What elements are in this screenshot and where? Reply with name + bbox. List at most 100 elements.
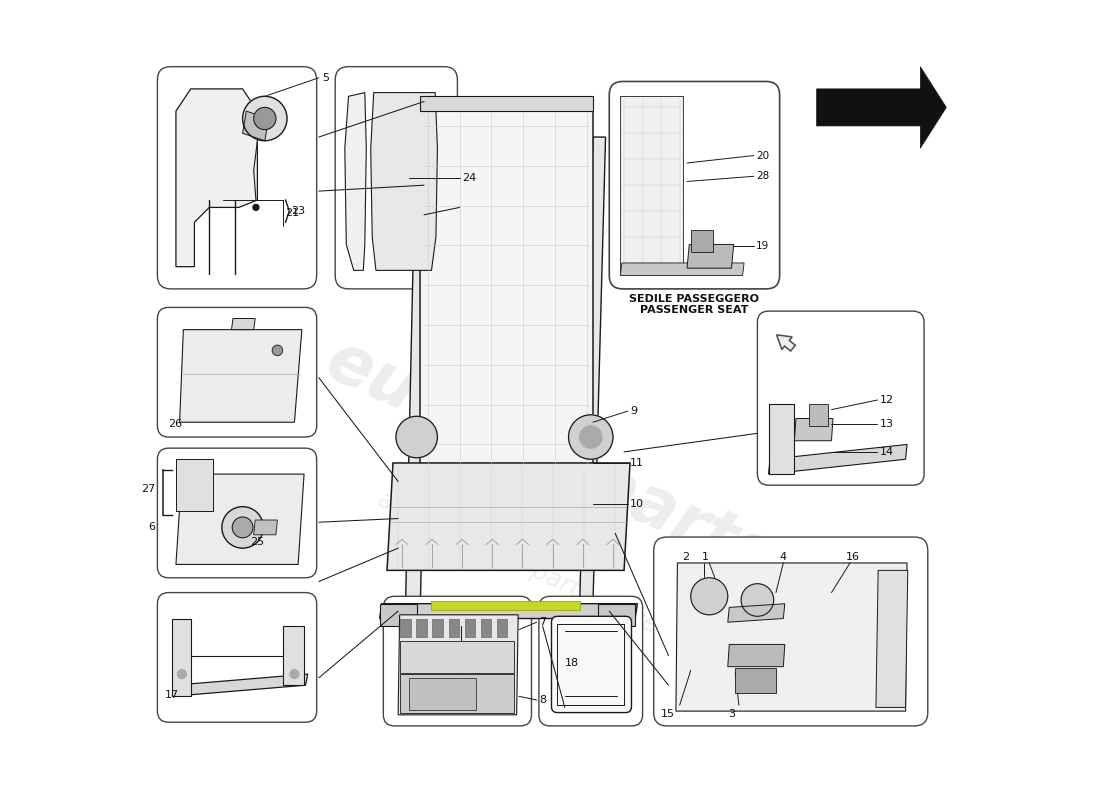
Polygon shape (769, 404, 794, 474)
Circle shape (222, 506, 263, 548)
Circle shape (272, 345, 283, 355)
Polygon shape (688, 245, 734, 268)
Text: 11: 11 (630, 458, 644, 468)
Text: 8: 8 (539, 695, 546, 705)
Text: 20: 20 (756, 150, 769, 161)
Text: 16: 16 (846, 552, 860, 562)
Polygon shape (243, 111, 268, 141)
Text: 28: 28 (756, 171, 769, 182)
Polygon shape (387, 463, 630, 570)
FancyBboxPatch shape (758, 311, 924, 485)
Polygon shape (406, 100, 431, 604)
Text: 18: 18 (565, 658, 580, 668)
Text: 21: 21 (286, 207, 299, 218)
Text: 23: 23 (290, 206, 305, 216)
Polygon shape (176, 474, 304, 565)
Text: 26: 26 (168, 418, 183, 429)
Text: 17: 17 (165, 690, 179, 700)
FancyBboxPatch shape (157, 307, 317, 437)
Polygon shape (620, 96, 683, 274)
Text: 12: 12 (880, 395, 894, 405)
Circle shape (290, 670, 299, 678)
Circle shape (396, 416, 438, 458)
Polygon shape (409, 678, 476, 710)
Polygon shape (769, 445, 908, 474)
Text: 5: 5 (322, 73, 329, 82)
FancyBboxPatch shape (157, 448, 317, 578)
Circle shape (177, 670, 186, 678)
Polygon shape (735, 668, 776, 693)
Text: 6: 6 (148, 522, 155, 533)
Text: 7: 7 (539, 618, 546, 627)
Polygon shape (497, 618, 507, 637)
Polygon shape (449, 618, 459, 637)
FancyBboxPatch shape (609, 82, 780, 289)
Polygon shape (173, 618, 190, 696)
Polygon shape (254, 520, 277, 535)
FancyBboxPatch shape (336, 66, 458, 289)
FancyBboxPatch shape (157, 66, 317, 289)
Polygon shape (417, 618, 427, 637)
Polygon shape (420, 96, 593, 111)
Polygon shape (231, 318, 255, 330)
Polygon shape (728, 604, 784, 622)
Polygon shape (284, 626, 304, 685)
Polygon shape (371, 93, 438, 270)
Circle shape (254, 107, 276, 130)
FancyBboxPatch shape (653, 537, 927, 726)
Polygon shape (598, 604, 635, 626)
Text: 9: 9 (630, 406, 637, 416)
FancyBboxPatch shape (551, 616, 631, 713)
Circle shape (580, 426, 602, 448)
Polygon shape (816, 66, 946, 148)
Text: SEDILE PASSEGGERO: SEDILE PASSEGGERO (629, 294, 759, 304)
Polygon shape (176, 459, 213, 511)
Text: 2: 2 (682, 552, 689, 562)
Polygon shape (344, 93, 366, 270)
Text: 19: 19 (756, 241, 769, 251)
Text: a passion for parts since 1985: a passion for parts since 1985 (374, 487, 726, 669)
Polygon shape (379, 604, 417, 626)
Polygon shape (481, 618, 491, 637)
Circle shape (691, 578, 728, 615)
Text: 24: 24 (462, 173, 476, 182)
FancyArrow shape (777, 335, 795, 351)
Text: 15: 15 (661, 709, 675, 719)
Polygon shape (810, 404, 828, 426)
Polygon shape (379, 604, 637, 618)
Text: eurocarparts: eurocarparts (316, 326, 784, 592)
Circle shape (569, 415, 613, 459)
Polygon shape (794, 418, 833, 441)
Text: 25: 25 (250, 538, 264, 547)
Polygon shape (728, 645, 784, 666)
Polygon shape (400, 674, 515, 713)
Text: 1: 1 (702, 552, 708, 562)
Text: 4: 4 (780, 552, 786, 562)
Polygon shape (464, 618, 475, 637)
Polygon shape (176, 89, 257, 266)
Circle shape (253, 205, 258, 210)
Polygon shape (173, 674, 308, 696)
FancyBboxPatch shape (383, 596, 531, 726)
Text: PASSENGER SEAT: PASSENGER SEAT (640, 306, 749, 315)
Text: 27: 27 (141, 484, 155, 494)
Circle shape (243, 96, 287, 141)
Text: 13: 13 (880, 418, 893, 429)
Circle shape (232, 517, 253, 538)
Polygon shape (620, 263, 744, 275)
Polygon shape (179, 330, 301, 422)
FancyBboxPatch shape (539, 596, 642, 726)
Polygon shape (420, 100, 593, 466)
Polygon shape (691, 230, 713, 252)
Polygon shape (876, 570, 907, 707)
Polygon shape (675, 563, 908, 711)
Text: 3: 3 (728, 709, 735, 719)
FancyBboxPatch shape (157, 593, 317, 722)
Polygon shape (400, 618, 410, 637)
Text: 10: 10 (630, 498, 644, 509)
Text: 14: 14 (880, 447, 894, 457)
Polygon shape (580, 137, 606, 604)
Polygon shape (432, 618, 443, 637)
Circle shape (741, 584, 773, 616)
Polygon shape (400, 641, 515, 673)
